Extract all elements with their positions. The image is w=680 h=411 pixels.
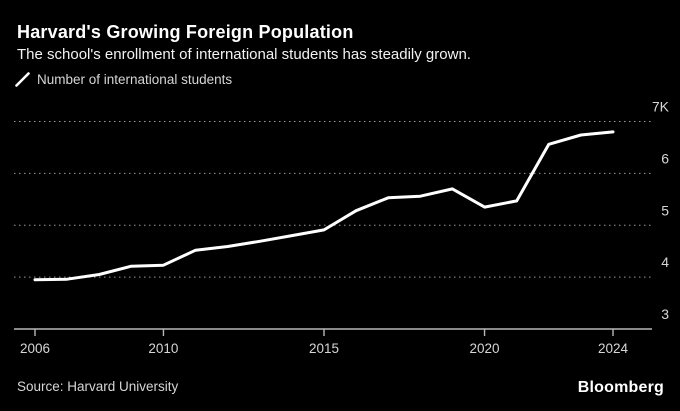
y-tick-label: 4 (661, 254, 669, 270)
x-tick-label: 2020 (470, 341, 500, 356)
x-tick-label: 2010 (148, 341, 178, 356)
chart-subtitle: The school's enrollment of international… (17, 46, 471, 63)
source-note: Source: Harvard University (17, 379, 179, 394)
x-tick-label: 2015 (309, 341, 339, 356)
y-tick-label: 6 (661, 150, 669, 166)
x-tick-label: 2006 (20, 341, 50, 356)
chart-title: Harvard's Growing Foreign Population (17, 22, 354, 42)
bloomberg-logo: Bloomberg (577, 379, 664, 396)
y-tick-label: 3 (661, 306, 669, 322)
legend: Number of international students (15, 72, 232, 87)
slash-line-icon (15, 72, 30, 87)
y-tick-label: 7K (652, 99, 670, 115)
legend-label: Number of international students (37, 72, 233, 87)
y-tick-label: 5 (661, 202, 669, 218)
x-tick-label: 2024 (598, 341, 629, 356)
data-line (33, 130, 615, 282)
